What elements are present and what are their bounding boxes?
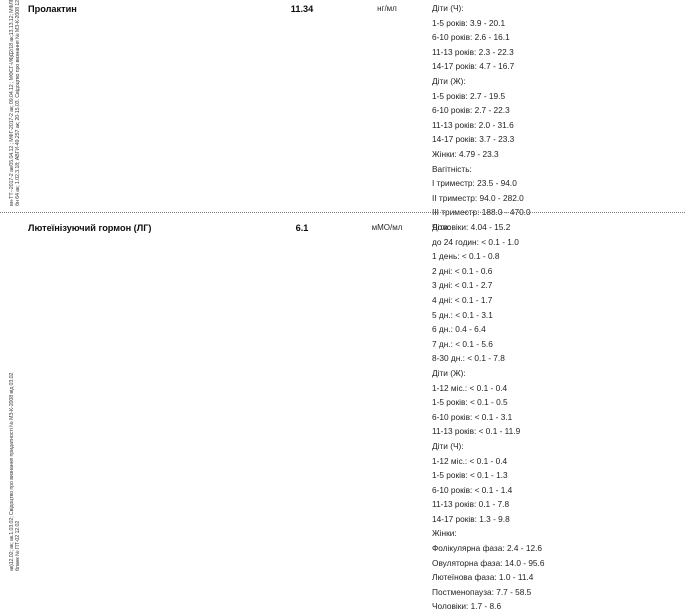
reference-range-line: 8-30 дн.: < 0.1 - 7.8 xyxy=(432,353,505,364)
reference-range-line: 6 дн.: 0.4 - 6.4 xyxy=(432,324,486,335)
reference-range-line: Вагітність: xyxy=(432,163,472,174)
reference-range-line: 11-13 років: 0.1 - 7.8 xyxy=(432,499,510,510)
margin-stamp-line-2: бн 64 ак; 1.02.3.18; АВГИ-49.257 ак; 20-… xyxy=(15,0,20,206)
reference-range-line: 1-12 міс.: < 0.1 - 0.4 xyxy=(432,455,508,466)
reference-range-line: 6-10 років: 2.7 - 22.3 xyxy=(432,105,510,116)
test-value: 11.34 xyxy=(290,4,314,14)
margin-stamp-line-4: бланк № ПТ-02 12.02 xyxy=(15,520,20,571)
reference-range-line: 6-10 років: < 0.1 - 1.4 xyxy=(432,484,513,495)
reference-range-line: 5 дн.: < 0.1 - 3.1 xyxy=(432,309,493,320)
reference-range-line: Діти (Ж): xyxy=(432,75,466,86)
reference-range-line: 3 дні: < 0.1 - 2.7 xyxy=(432,280,493,291)
test-unit: нг/мл xyxy=(377,4,397,13)
reference-range-line: Діти (Ч): xyxy=(432,3,464,13)
margin-stamp: вн-ТТ--2017-2 ак/05.04.12 ; МФГ-2017-2 а… xyxy=(0,0,20,573)
reference-range-line: II триместр: 94.0 - 282.0 xyxy=(432,192,524,203)
reference-range-line: 6-10 років: 2.6 - 16.1 xyxy=(432,32,510,43)
reference-range-line: Чоловіки: 4.04 - 15.2 xyxy=(432,221,511,232)
test-value: 6.1 xyxy=(295,223,309,233)
test-unit: мМО/мл xyxy=(371,223,403,232)
reference-range-line: 1-5 років: < 0.1 - 0.5 xyxy=(432,397,508,408)
reference-range-line: Постменопауза: 7.7 - 58.5 xyxy=(432,586,532,597)
reference-range-line: Фолікулярна фаза: 2.4 - 12.6 xyxy=(432,543,542,554)
reference-range-line: Лютеїнова фаза: 1.0 - 11.4 xyxy=(432,572,534,583)
reference-range-line: 11-13 років: 2.3 - 22.3 xyxy=(432,46,514,57)
reference-range-line: 1 день: < 0.1 - 0.8 xyxy=(432,251,500,262)
reference-range-line: 14-17 років: 1.3 - 9.8 xyxy=(432,513,510,524)
reference-range-line: 1-12 міс.: < 0.1 - 0.4 xyxy=(432,382,508,393)
reference-range-list: Діти: до 24 годин: < 0.1 - 1.0 1 день: < 0… xyxy=(432,220,680,614)
reference-range-line: 1-5 років: < 0.1 - 1.3 xyxy=(432,470,508,481)
margin-stamp-line-1: вн-ТТ--2017-2 ак/05.04.12 ; МФГ-2017-2 а… xyxy=(9,0,15,206)
reference-range-line: 7 дн.: < 0.1 - 5.6 xyxy=(432,338,493,349)
reference-range-line: до 24 годин: < 0.1 - 1.0 xyxy=(432,236,519,247)
reference-range-line: Діти: xyxy=(432,222,451,232)
reference-range-line: Діти (Ч): xyxy=(432,440,464,451)
reference-range-line: 6-10 років: < 0.1 - 3.1 xyxy=(432,411,513,422)
reference-range-list: Діти (Ч): 1-5 років: 3.9 - 20.1 6-10 років… xyxy=(432,1,680,235)
reference-range-line: 1-5 років: 3.9 - 20.1 xyxy=(432,17,506,28)
reference-range-line: 2 дні: < 0.1 - 0.6 xyxy=(432,265,493,276)
row-separator xyxy=(0,212,685,213)
test-name: Пролактин xyxy=(28,4,77,14)
margin-stamp-line-3: ак)12.02; ак; ак.1.03.02; Свідоцтво про … xyxy=(9,372,15,571)
reference-range-line: I триместр: 23.5 - 94.0 xyxy=(432,178,517,189)
reference-range-line: 14-17 років: 3.7 - 23.3 xyxy=(432,134,515,145)
reference-range-line: 11-13 років: < 0.1 - 11.9 xyxy=(432,426,521,437)
reference-range-line: 4 дні: < 0.1 - 1.7 xyxy=(432,294,493,305)
reference-range-line: Чоловіки: 1.7 - 8.6 xyxy=(432,601,502,612)
reference-range-line: Жінки: 4.79 - 23.3 xyxy=(432,148,499,159)
reference-range-line: Жінки: xyxy=(432,528,457,539)
reference-range-line: Овуляторна фаза: 14.0 - 95.6 xyxy=(432,557,545,568)
reference-range-line: Діти (Ж): xyxy=(432,367,466,378)
reference-range-line: 14-17 років: 4.7 - 16.7 xyxy=(432,61,515,72)
reference-range-line: 1-5 років: 2.7 - 19.5 xyxy=(432,90,506,101)
test-name: Лютеїнізуючий гормон (ЛГ) xyxy=(28,223,152,233)
reference-range-line: 11-13 років: 2.0 - 31.6 xyxy=(432,119,514,130)
